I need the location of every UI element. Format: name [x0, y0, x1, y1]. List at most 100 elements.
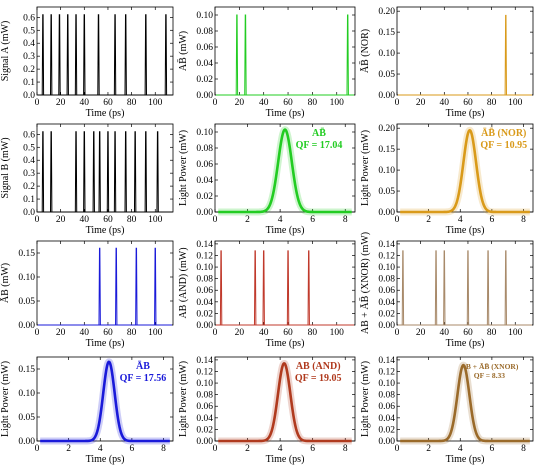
- y-tick-label: 0.02: [196, 192, 213, 202]
- y-axis-label: Light Power (mW): [178, 130, 189, 206]
- x-tick-label: 40: [440, 328, 450, 338]
- pulse-peak-11: [144, 131, 147, 213]
- pulse-peak-5: [307, 250, 310, 326]
- x-tick-label: 60: [283, 98, 293, 108]
- y-tick-label: 0.5: [23, 26, 35, 36]
- x-tick-label: 4: [278, 215, 283, 225]
- pulse-peak-4: [66, 14, 69, 96]
- chart-panel-notAB: 0 20 40 60 80 100 0.00 0.05 0.10 0.15 Time (ps) ĀB …: [0, 240, 174, 349]
- y-axis-label: Signal B (mW): [0, 137, 11, 198]
- x-tick-label: 6: [490, 215, 495, 225]
- y-tick-label: 0.10: [196, 379, 213, 389]
- pulse-peak-4: [154, 247, 157, 326]
- x-tick-label: 0: [213, 215, 218, 225]
- pulse-glow: [397, 361, 533, 445]
- plot-frame: [396, 123, 534, 213]
- x-tick-label: 20: [416, 98, 426, 108]
- pulse-peak-3: [346, 14, 349, 96]
- y-tick-label: 0.04: [196, 176, 213, 186]
- y-tick-label: 0.05: [378, 187, 395, 197]
- x-axis-label: Time (ps): [446, 338, 485, 349]
- y-tick-label: 0.06: [196, 160, 213, 170]
- plot-frame: [36, 123, 174, 213]
- x-tick-label: 40: [259, 98, 269, 108]
- y-tick-label: 0.20: [378, 7, 395, 17]
- x-axis-label: Time (ps): [86, 338, 125, 349]
- gaussian-pulse-trace: [217, 128, 353, 214]
- y-tick-label: 0.08: [378, 275, 395, 285]
- y-tick-label: 0.2: [23, 182, 35, 192]
- x-tick-label: 0: [395, 444, 400, 454]
- gaussian-pulse-trace: [39, 360, 171, 443]
- annotation-label: ĀB: [136, 361, 150, 372]
- annotation-label: AB + ĀB̄ (XNOR): [461, 362, 519, 371]
- pulse-peak-4: [83, 131, 86, 213]
- chart-panel-xnor: 0 20 40 60 80 100 0.00 0.020.04 0.060.08 0.10 0.12…: [359, 232, 534, 349]
- y-tick-label: 0.08: [196, 27, 213, 37]
- pulse-peak-3: [74, 131, 78, 213]
- x-tick-label: 100: [330, 98, 345, 108]
- pulse-peak-5: [92, 131, 95, 213]
- gaussian-pulse-trace: [399, 129, 531, 214]
- pulse-peak-9: [124, 14, 127, 96]
- y-tick-label: 0.04: [196, 414, 213, 424]
- quality-factor-label: QF = 8.33: [474, 371, 506, 380]
- pulse-peak-5: [486, 250, 490, 326]
- pulse-peak-9: [124, 131, 127, 213]
- x-tick-label: 60: [103, 328, 113, 338]
- x-tick-label: 0: [395, 215, 400, 225]
- pulse-peak-1: [401, 250, 405, 326]
- y-tick-label: 0.10: [196, 11, 213, 21]
- pulse-peak-2: [50, 131, 53, 213]
- y-tick-label: 0.1: [23, 78, 35, 88]
- y-tick-label: 0.08: [196, 391, 213, 401]
- y-tick-label: 0.3: [23, 52, 35, 62]
- plot-frame: [214, 356, 356, 442]
- y-tick-label: 0.4: [23, 39, 35, 49]
- x-tick-label: 0: [213, 328, 218, 338]
- y-tick-label: 0.12: [378, 367, 395, 377]
- y-tick-label: 0.4: [23, 156, 35, 166]
- x-tick-label: 80: [487, 98, 497, 108]
- x-tick-label: 40: [80, 215, 90, 225]
- pulse-peak-11: [164, 14, 168, 96]
- x-axis-label: Time (ps): [266, 225, 305, 236]
- y-tick-label: 0.15: [378, 145, 395, 155]
- y-tick-label: 0.6: [23, 130, 35, 140]
- y-tick-label: 0.12: [378, 251, 395, 261]
- x-tick-label: 100: [148, 328, 163, 338]
- y-tick-label: 0.04: [196, 59, 213, 69]
- pulse-peak-7: [106, 131, 110, 213]
- chart-panel-AB: 0 20 40 60 80 100 0.00 0.020.04 0.060.08 0.10 0.12…: [178, 240, 356, 349]
- annotation-label: AB (AND): [296, 361, 341, 372]
- y-tick-label: 0.1: [23, 195, 35, 205]
- y-tick-label: 0.00: [18, 437, 35, 447]
- x-tick-label: 8: [161, 444, 166, 454]
- x-tick-label: 2: [426, 215, 431, 225]
- y-tick-label: 0.14: [378, 356, 395, 366]
- x-tick-label: 100: [148, 98, 163, 108]
- plot-frame: [214, 123, 356, 213]
- x-tick-label: 0: [213, 444, 218, 454]
- y-tick-label: 0.00: [196, 208, 213, 218]
- pulse-peak-10: [133, 131, 137, 213]
- pulse-peak-2: [434, 250, 438, 326]
- x-tick-label: 0: [395, 98, 400, 108]
- pulse-peak-3: [262, 250, 265, 326]
- x-tick-label: 60: [103, 215, 113, 225]
- plot-frame: [396, 240, 534, 326]
- x-tick-label: 100: [508, 98, 523, 108]
- x-tick-label: 20: [235, 98, 245, 108]
- y-axis-label: AB (AND) (mW): [178, 247, 189, 318]
- y-tick-label: 0.04: [196, 298, 213, 308]
- y-tick-label: 0.00: [378, 208, 395, 218]
- x-tick-label: 0: [35, 98, 40, 108]
- y-tick-label: 0.15: [378, 28, 395, 38]
- y-tick-label: 0.08: [196, 275, 213, 285]
- x-tick-label: 4: [98, 444, 103, 454]
- x-tick-label: 2: [426, 444, 431, 454]
- x-tick-label: 4: [278, 444, 283, 454]
- pulse-peak-12: [156, 131, 159, 213]
- plot-frame: [36, 240, 174, 326]
